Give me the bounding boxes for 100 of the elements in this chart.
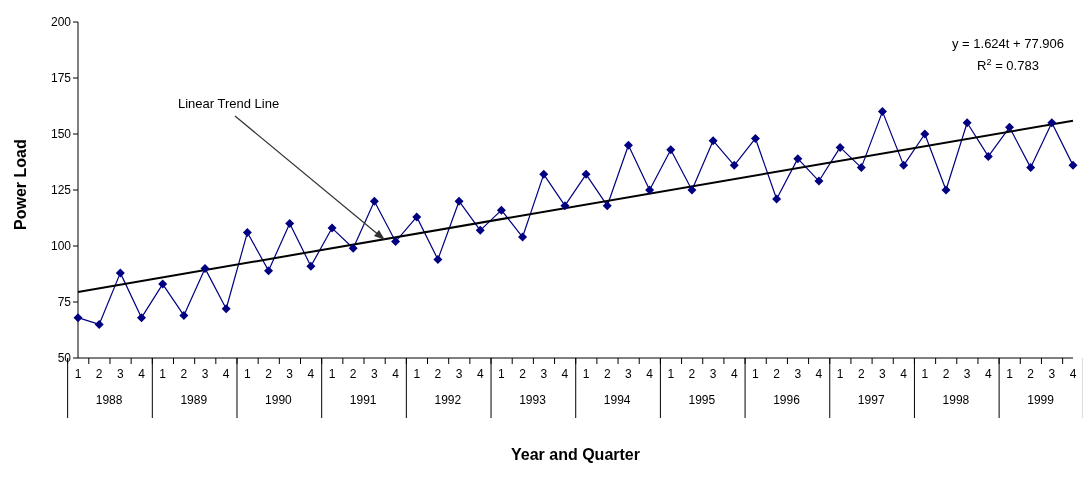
point: [412, 212, 422, 222]
point: [856, 163, 866, 173]
x-tick-label: 4: [392, 367, 400, 381]
x-tick-label: 2: [180, 367, 188, 381]
point: [581, 169, 591, 179]
point: [835, 142, 845, 152]
y-tick-label: 75: [57, 295, 72, 310]
x-tick-label: 2: [857, 367, 865, 381]
point: [687, 185, 697, 195]
point: [602, 201, 612, 211]
x-tick-label: 3: [1048, 367, 1056, 381]
x-tick-label: 3: [794, 367, 802, 381]
point: [899, 160, 909, 170]
point: [327, 223, 337, 233]
y-tick-label: 200: [50, 15, 72, 30]
text: Linear Trend Line: [178, 96, 280, 111]
point: [115, 268, 125, 278]
point: [369, 196, 379, 206]
text: 1992: [434, 393, 462, 407]
text: 1998: [942, 393, 970, 407]
point: [73, 313, 83, 323]
point: [560, 201, 570, 211]
x-tick-label: 3: [963, 367, 971, 381]
point: [708, 136, 718, 146]
x-tick-label: 1: [836, 367, 844, 381]
point: [94, 319, 104, 329]
x-tick-label: 4: [815, 367, 823, 381]
x-tick-label: 3: [117, 367, 124, 381]
point: [242, 228, 252, 238]
point: [200, 263, 210, 273]
x-tick-label: 1: [413, 367, 421, 381]
text: 1991: [349, 393, 377, 407]
x-tick-label: 2: [603, 367, 611, 381]
x-tick-label: 3: [455, 367, 463, 381]
text: 1993: [519, 393, 547, 407]
x-tick-label: 4: [984, 367, 992, 381]
x-tick-label: 2: [942, 367, 950, 381]
point: [645, 185, 655, 195]
x-tick-label: 4: [730, 367, 738, 381]
x-tick-label: 2: [265, 367, 273, 381]
point: [264, 266, 274, 276]
point: [539, 169, 549, 179]
text: 1996: [773, 393, 801, 407]
x-tick-label: 1: [921, 367, 929, 381]
point: [137, 313, 147, 323]
text: 1988: [95, 393, 123, 407]
x-tick-label: 4: [900, 367, 908, 381]
x-tick-label: 1: [1006, 367, 1014, 381]
point: [496, 205, 506, 215]
point: [1026, 163, 1036, 173]
point: [814, 176, 824, 186]
point: [623, 140, 633, 150]
y-tick-label: 125: [50, 183, 72, 198]
point: [772, 194, 782, 204]
x-tick-label: 1: [752, 367, 760, 381]
y-tick-label: 150: [50, 127, 72, 142]
text: 1999: [1027, 393, 1055, 407]
point: [454, 196, 464, 206]
x-tick-label: 1: [74, 367, 82, 381]
text: 1994: [603, 393, 631, 407]
point: [475, 225, 485, 235]
point: [983, 151, 993, 161]
x-tick-label: 1: [582, 367, 590, 381]
x-tick-label: 3: [540, 367, 548, 381]
x-tick-label: 3: [286, 367, 294, 381]
point: [793, 154, 803, 164]
x-tick-label: 2: [1027, 367, 1035, 381]
point: [306, 261, 316, 271]
x-tick-label: 4: [1069, 367, 1077, 381]
x-tick-label: 3: [201, 367, 209, 381]
point: [920, 129, 930, 139]
x-tick-label: 1: [667, 367, 675, 381]
x-tick-label: 4: [307, 367, 315, 381]
x-tick-label: 2: [95, 367, 103, 381]
text: 1989: [180, 393, 208, 407]
x-tick-label: 1: [498, 367, 506, 381]
point: [1004, 122, 1014, 132]
point: [518, 232, 528, 242]
point: [750, 133, 760, 143]
y-tick-label: 175: [50, 71, 72, 86]
annotation: y = 1.624t + 77.906: [951, 36, 1065, 51]
point: [962, 118, 972, 128]
x-tick-label: 3: [879, 367, 887, 381]
x-tick-label: 3: [371, 367, 379, 381]
x-tick-label: 1: [244, 367, 252, 381]
point: [221, 304, 231, 314]
x-tick-label: 3: [709, 367, 717, 381]
x-tick-label: 2: [349, 367, 357, 381]
point: [729, 160, 739, 170]
y-tick-label: 100: [50, 239, 72, 254]
point: [158, 279, 168, 289]
text: 1990: [265, 393, 293, 407]
point: [179, 310, 189, 320]
x-tick-label: 2: [434, 367, 442, 381]
x-tick-label: 4: [561, 367, 569, 381]
point: [285, 219, 295, 229]
point: [1068, 160, 1078, 170]
x-tick-label: 1: [159, 367, 167, 381]
x-tick-label: 4: [222, 367, 230, 381]
point: [941, 185, 951, 195]
